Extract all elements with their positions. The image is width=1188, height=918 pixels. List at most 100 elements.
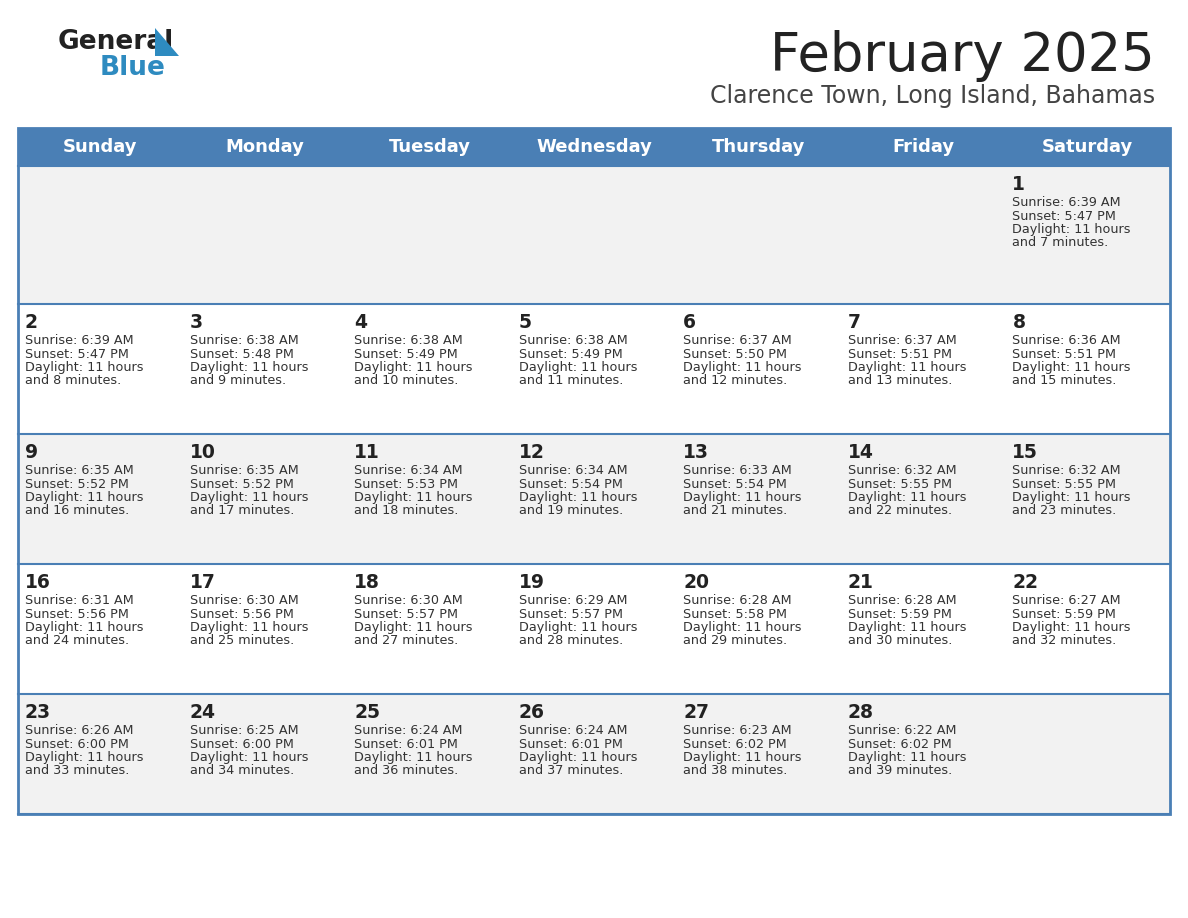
- Text: 28: 28: [848, 703, 874, 722]
- Text: Daylight: 11 hours: Daylight: 11 hours: [848, 621, 966, 634]
- Text: Daylight: 11 hours: Daylight: 11 hours: [190, 621, 308, 634]
- Text: Sunset: 5:56 PM: Sunset: 5:56 PM: [190, 608, 293, 621]
- Text: Sunrise: 6:39 AM: Sunrise: 6:39 AM: [1012, 196, 1121, 209]
- Bar: [676, 564, 841, 694]
- Text: Sunset: 5:57 PM: Sunset: 5:57 PM: [354, 608, 459, 621]
- Bar: [18, 166, 183, 304]
- Text: Sunset: 6:02 PM: Sunset: 6:02 PM: [683, 737, 786, 751]
- Text: Sunset: 6:00 PM: Sunset: 6:00 PM: [25, 737, 128, 751]
- Text: Sunset: 6:02 PM: Sunset: 6:02 PM: [848, 737, 952, 751]
- Bar: [676, 434, 841, 564]
- Text: Daylight: 11 hours: Daylight: 11 hours: [25, 751, 144, 764]
- Text: Daylight: 11 hours: Daylight: 11 hours: [519, 751, 637, 764]
- Bar: [676, 166, 841, 304]
- Text: Sunrise: 6:28 AM: Sunrise: 6:28 AM: [848, 594, 956, 607]
- Text: and 27 minutes.: and 27 minutes.: [354, 634, 459, 647]
- Bar: [1005, 166, 1170, 304]
- Text: and 11 minutes.: and 11 minutes.: [519, 375, 623, 387]
- Text: and 24 minutes.: and 24 minutes.: [25, 634, 129, 647]
- Text: 15: 15: [1012, 443, 1038, 462]
- Text: 2: 2: [25, 313, 38, 332]
- Text: Sunrise: 6:36 AM: Sunrise: 6:36 AM: [1012, 334, 1121, 347]
- Text: Sunset: 5:51 PM: Sunset: 5:51 PM: [1012, 348, 1117, 361]
- Text: 17: 17: [190, 573, 215, 592]
- Text: Sunrise: 6:24 AM: Sunrise: 6:24 AM: [354, 724, 462, 737]
- Text: Monday: Monday: [226, 138, 304, 156]
- Text: Sunset: 5:56 PM: Sunset: 5:56 PM: [25, 608, 128, 621]
- Text: 5: 5: [519, 313, 532, 332]
- Text: Daylight: 11 hours: Daylight: 11 hours: [848, 361, 966, 374]
- Bar: [347, 434, 512, 564]
- Text: Daylight: 11 hours: Daylight: 11 hours: [1012, 223, 1131, 236]
- Text: Daylight: 11 hours: Daylight: 11 hours: [683, 751, 802, 764]
- Bar: [183, 434, 347, 564]
- Text: 12: 12: [519, 443, 544, 462]
- Bar: [512, 166, 676, 304]
- Text: Sunset: 5:47 PM: Sunset: 5:47 PM: [1012, 209, 1117, 222]
- Text: 8: 8: [1012, 313, 1025, 332]
- Text: Daylight: 11 hours: Daylight: 11 hours: [25, 491, 144, 504]
- Text: 21: 21: [848, 573, 873, 592]
- Text: Sunrise: 6:23 AM: Sunrise: 6:23 AM: [683, 724, 792, 737]
- Text: and 34 minutes.: and 34 minutes.: [190, 765, 293, 778]
- Text: 14: 14: [848, 443, 873, 462]
- Bar: [676, 694, 841, 814]
- Bar: [18, 128, 1170, 166]
- Text: Daylight: 11 hours: Daylight: 11 hours: [190, 751, 308, 764]
- Text: Sunset: 5:47 PM: Sunset: 5:47 PM: [25, 348, 128, 361]
- Bar: [1005, 434, 1170, 564]
- Bar: [18, 128, 1170, 814]
- Bar: [183, 694, 347, 814]
- Text: Sunrise: 6:30 AM: Sunrise: 6:30 AM: [190, 594, 298, 607]
- Text: and 29 minutes.: and 29 minutes.: [683, 634, 788, 647]
- Text: 24: 24: [190, 703, 215, 722]
- Text: and 37 minutes.: and 37 minutes.: [519, 765, 623, 778]
- Text: Daylight: 11 hours: Daylight: 11 hours: [848, 751, 966, 764]
- Text: Sunrise: 6:37 AM: Sunrise: 6:37 AM: [848, 334, 956, 347]
- Text: and 18 minutes.: and 18 minutes.: [354, 505, 459, 518]
- Text: Daylight: 11 hours: Daylight: 11 hours: [519, 491, 637, 504]
- Text: and 8 minutes.: and 8 minutes.: [25, 375, 121, 387]
- Text: Sunset: 5:57 PM: Sunset: 5:57 PM: [519, 608, 623, 621]
- Text: Sunrise: 6:22 AM: Sunrise: 6:22 AM: [848, 724, 956, 737]
- Text: Sunrise: 6:27 AM: Sunrise: 6:27 AM: [1012, 594, 1121, 607]
- Text: General: General: [58, 29, 175, 55]
- Bar: [183, 166, 347, 304]
- Text: Tuesday: Tuesday: [388, 138, 470, 156]
- Text: Sunrise: 6:33 AM: Sunrise: 6:33 AM: [683, 464, 792, 477]
- Text: and 9 minutes.: and 9 minutes.: [190, 375, 285, 387]
- Text: 9: 9: [25, 443, 38, 462]
- Bar: [18, 694, 183, 814]
- Text: Sunset: 5:59 PM: Sunset: 5:59 PM: [1012, 608, 1117, 621]
- Text: 19: 19: [519, 573, 545, 592]
- Bar: [347, 564, 512, 694]
- Text: Daylight: 11 hours: Daylight: 11 hours: [25, 621, 144, 634]
- Text: Daylight: 11 hours: Daylight: 11 hours: [354, 361, 473, 374]
- Bar: [1005, 304, 1170, 434]
- Bar: [512, 694, 676, 814]
- Text: Sunrise: 6:31 AM: Sunrise: 6:31 AM: [25, 594, 134, 607]
- Text: 18: 18: [354, 573, 380, 592]
- Text: Daylight: 11 hours: Daylight: 11 hours: [190, 361, 308, 374]
- Text: and 38 minutes.: and 38 minutes.: [683, 765, 788, 778]
- Text: Daylight: 11 hours: Daylight: 11 hours: [683, 491, 802, 504]
- Text: and 16 minutes.: and 16 minutes.: [25, 505, 129, 518]
- Text: Daylight: 11 hours: Daylight: 11 hours: [519, 361, 637, 374]
- Text: and 15 minutes.: and 15 minutes.: [1012, 375, 1117, 387]
- Text: Daylight: 11 hours: Daylight: 11 hours: [1012, 621, 1131, 634]
- Bar: [347, 694, 512, 814]
- Bar: [676, 304, 841, 434]
- Text: Daylight: 11 hours: Daylight: 11 hours: [1012, 491, 1131, 504]
- Text: Sunset: 5:55 PM: Sunset: 5:55 PM: [1012, 477, 1117, 490]
- Text: Sunset: 5:58 PM: Sunset: 5:58 PM: [683, 608, 788, 621]
- Text: Sunrise: 6:39 AM: Sunrise: 6:39 AM: [25, 334, 133, 347]
- Text: 26: 26: [519, 703, 545, 722]
- Text: Sunrise: 6:38 AM: Sunrise: 6:38 AM: [519, 334, 627, 347]
- Text: and 12 minutes.: and 12 minutes.: [683, 375, 788, 387]
- Text: and 13 minutes.: and 13 minutes.: [848, 375, 953, 387]
- Text: 25: 25: [354, 703, 380, 722]
- Text: Sunset: 6:01 PM: Sunset: 6:01 PM: [354, 737, 459, 751]
- Text: Sunset: 5:52 PM: Sunset: 5:52 PM: [190, 477, 293, 490]
- Text: and 7 minutes.: and 7 minutes.: [1012, 237, 1108, 250]
- Text: 13: 13: [683, 443, 709, 462]
